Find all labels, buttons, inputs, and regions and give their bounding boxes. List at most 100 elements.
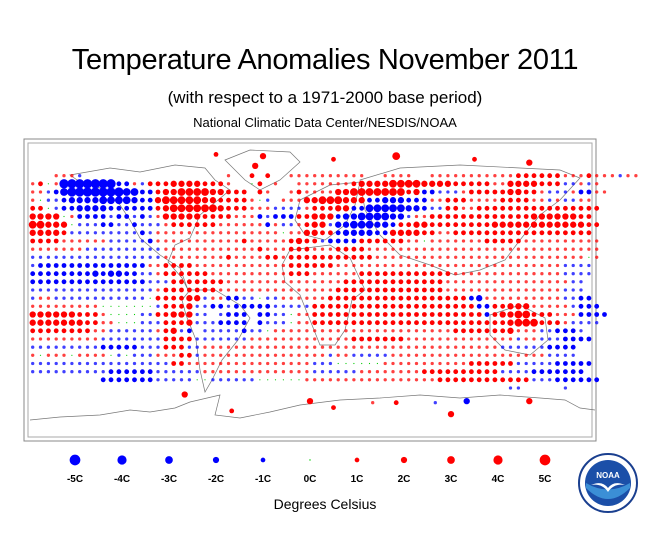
anomaly-dot <box>179 255 184 259</box>
anomaly-dot <box>203 231 207 235</box>
anomaly-dot <box>172 247 176 251</box>
anomaly-dot <box>357 188 366 196</box>
anomaly-dot <box>249 303 255 309</box>
anomaly-dot <box>289 231 293 235</box>
anomaly-dot <box>132 263 137 268</box>
anomaly-dot <box>117 288 121 292</box>
anomaly-dot <box>297 329 301 333</box>
anomaly-dot <box>132 377 137 383</box>
anomaly-dot <box>328 205 333 211</box>
anomaly-dot <box>258 288 262 292</box>
legend-label: 2C <box>397 474 411 485</box>
anomaly-dot <box>85 296 90 300</box>
anomaly-dot <box>453 369 459 375</box>
anomaly-dot <box>62 255 66 259</box>
anomaly-dot <box>328 190 333 194</box>
anomaly-dot <box>476 312 482 317</box>
anomaly-dot <box>179 378 184 382</box>
anomaly-dot <box>399 353 403 357</box>
anomaly-dot <box>148 329 152 333</box>
anomaly-dot <box>328 378 333 382</box>
anomaly-dot <box>226 288 231 292</box>
anomaly-dot <box>469 377 474 383</box>
anomaly-dot <box>382 336 388 342</box>
anomaly-dot <box>539 181 545 187</box>
anomaly-dot <box>259 199 261 201</box>
anomaly-dot <box>100 271 106 277</box>
anomaly-dot <box>476 361 482 366</box>
anomaly-dot <box>297 182 301 186</box>
anomaly-dot <box>390 320 396 326</box>
anomaly-dot <box>390 222 396 228</box>
anomaly-dot <box>70 255 74 259</box>
anomaly-dot <box>117 255 121 259</box>
anomaly-dot <box>234 361 239 366</box>
anomaly-dot <box>85 337 90 341</box>
anomaly-dot <box>226 214 231 219</box>
anomaly-dot <box>407 174 411 178</box>
anomaly-dot <box>38 288 43 292</box>
anomaly-dot <box>414 345 419 349</box>
anomaly-dot <box>548 288 552 292</box>
anomaly-dot <box>563 312 568 317</box>
anomaly-dot <box>304 238 310 244</box>
anomaly-dot <box>328 353 333 357</box>
anomaly-dot <box>571 190 575 194</box>
anomaly-dot <box>209 188 217 196</box>
anomaly-dot <box>85 263 90 268</box>
anomaly-dot <box>430 198 434 202</box>
anomaly-dot <box>383 329 387 333</box>
anomaly-dot <box>382 238 388 244</box>
anomaly-dot <box>555 312 560 317</box>
anomaly-dot <box>234 280 239 284</box>
anomaly-dot <box>367 254 372 260</box>
anomaly-dot <box>446 190 450 194</box>
anomaly-dot <box>360 345 364 349</box>
anomaly-dot <box>351 254 357 260</box>
anomaly-dot <box>304 222 310 228</box>
anomaly-dot <box>469 320 474 326</box>
anomaly-dot <box>586 230 592 236</box>
anomaly-dot <box>508 345 513 349</box>
anomaly-dot <box>132 288 137 292</box>
anomaly-dot <box>187 279 192 285</box>
anomaly-dot <box>100 205 107 212</box>
anomaly-dot <box>106 187 116 197</box>
anomaly-dot <box>70 337 74 341</box>
anomaly-dot <box>281 296 286 300</box>
anomaly-dot <box>196 379 198 381</box>
anomaly-dot <box>219 288 223 292</box>
anomaly-dot <box>351 320 357 326</box>
anomaly-dot <box>54 182 58 186</box>
anomaly-dot <box>570 344 576 350</box>
anomaly-dot <box>234 329 239 333</box>
anomaly-dot <box>45 221 52 228</box>
anomaly-dot <box>445 205 451 211</box>
anomaly-dot <box>586 222 592 228</box>
anomaly-dot <box>461 369 466 375</box>
anomaly-dot <box>547 230 553 236</box>
anomaly-dot <box>555 337 560 341</box>
anomaly-dot <box>493 263 497 268</box>
anomaly-dot <box>485 345 489 349</box>
anomaly-dot <box>477 239 481 243</box>
anomaly-dot <box>610 174 615 178</box>
anomaly-dot <box>108 344 114 350</box>
anomaly-dot <box>429 287 435 293</box>
anomaly-dot <box>320 190 325 194</box>
anomaly-dot <box>68 197 76 204</box>
anomaly-dot <box>54 361 58 366</box>
anomaly-dot <box>257 214 263 219</box>
anomaly-dot <box>516 272 521 276</box>
anomaly-dot <box>156 329 160 333</box>
anomaly-dot <box>156 272 160 276</box>
anomaly-dot <box>438 206 442 210</box>
anomaly-dot <box>319 213 326 220</box>
anomaly-dot <box>281 321 286 325</box>
anomaly-dot <box>422 279 427 285</box>
anomaly-dot <box>563 190 568 194</box>
anomaly-dot <box>523 214 529 219</box>
anomaly-dot <box>93 312 98 317</box>
anomaly-dot <box>461 303 466 309</box>
anomaly-dot <box>524 296 528 300</box>
